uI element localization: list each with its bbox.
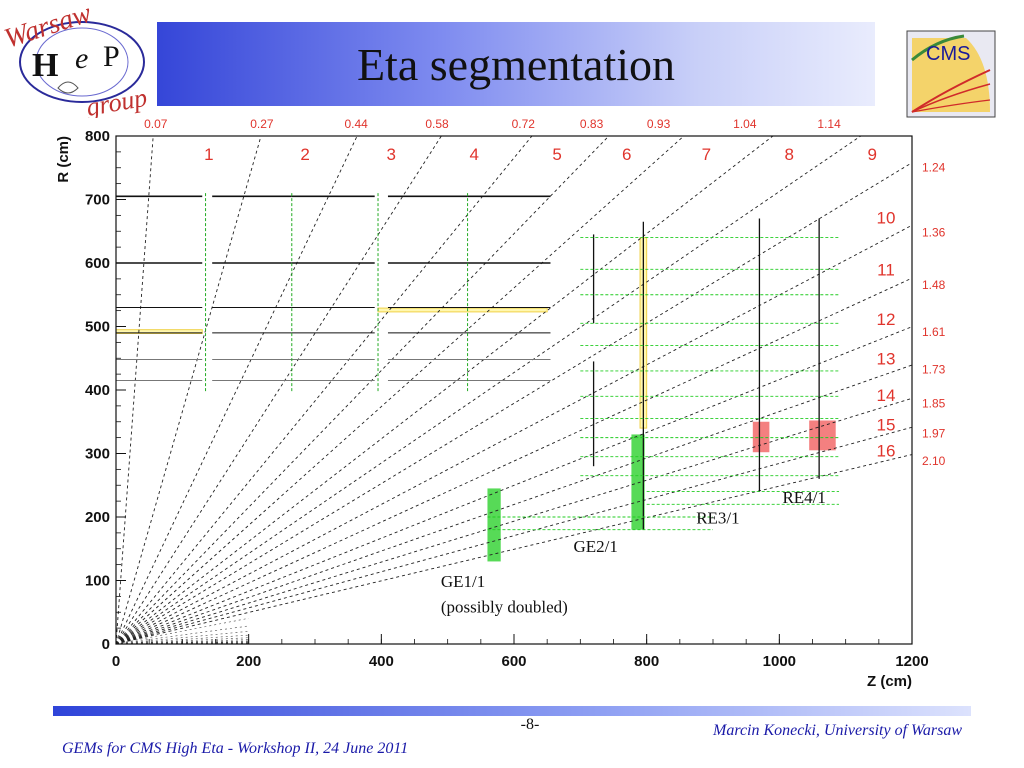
x-tick-label: 400 xyxy=(369,653,394,670)
ring-number-side: 15 xyxy=(877,415,896,434)
y-tick-label: 400 xyxy=(85,382,110,399)
annotation-label: (possibly doubled) xyxy=(441,597,568,616)
side-eta-label: 1.97 xyxy=(922,427,946,441)
eta-line xyxy=(115,135,154,645)
top-eta-label: 0.07 xyxy=(144,117,168,131)
top-eta-label: 0.44 xyxy=(344,117,368,131)
annotation-label: RE4/1 xyxy=(782,488,825,507)
logo-letter-h: H xyxy=(32,47,58,84)
title-bar xyxy=(157,22,875,106)
ring-number-side: 11 xyxy=(877,260,895,279)
highlight-box-re3-1 xyxy=(752,421,770,453)
top-eta-label: 0.58 xyxy=(425,117,449,131)
eta-line xyxy=(115,135,262,645)
eta-line xyxy=(115,397,913,645)
ring-number-side: 16 xyxy=(877,441,896,460)
side-eta-label: 1.24 xyxy=(922,160,946,174)
annotation-label: GE2/1 xyxy=(574,537,618,556)
eta-line xyxy=(115,135,862,645)
y-tick-label: 100 xyxy=(85,573,110,590)
annotation-label: GE1/1 xyxy=(441,572,485,591)
ring-number: 4 xyxy=(469,145,478,164)
page-number: -8- xyxy=(520,716,540,733)
top-eta-label: 0.27 xyxy=(250,117,274,131)
text-layer: 0 200 400 600 800 1000 1200 0 100 200 300 400 500 600… xyxy=(55,117,946,690)
frame-layer xyxy=(115,135,913,645)
x-tick-label: 1000 xyxy=(763,653,796,670)
side-eta-label: 2.10 xyxy=(922,454,946,468)
footer-event: GEMs for CMS High Eta - Workshop II, 24 … xyxy=(62,740,409,757)
ring-number: 2 xyxy=(300,145,309,164)
x-axis-label: Z (cm) xyxy=(867,673,912,690)
x-tick-label: 800 xyxy=(634,653,659,670)
y-tick-label: 600 xyxy=(85,255,110,272)
eta-line xyxy=(115,135,358,645)
top-eta-label: 0.93 xyxy=(647,117,671,131)
detector-layer xyxy=(116,193,840,531)
logo-letter-p: P xyxy=(103,40,120,73)
y-tick-label: 700 xyxy=(85,192,110,209)
top-eta-label: 1.14 xyxy=(817,117,841,131)
ring-number: 6 xyxy=(622,145,631,164)
y-tick-label: 0 xyxy=(102,636,110,653)
footer-line xyxy=(53,706,971,716)
ring-number-side: 12 xyxy=(877,310,896,329)
ring-number: 8 xyxy=(785,145,794,164)
ring-number: 7 xyxy=(702,145,711,164)
annotation-label: RE3/1 xyxy=(696,508,739,527)
y-tick-label: 200 xyxy=(85,509,110,526)
y-tick-label: 800 xyxy=(85,128,110,145)
top-eta-label: 0.72 xyxy=(512,117,536,131)
ring-number-side: 14 xyxy=(877,386,896,405)
x-tick-label: 0 xyxy=(112,653,120,670)
y-tick-label: 500 xyxy=(85,319,110,336)
footer-author: Marcin Konecki, University of Warsaw xyxy=(712,722,962,739)
logo-spiral-icon xyxy=(57,81,79,94)
eta-line-forward xyxy=(115,625,249,645)
ring-number: 1 xyxy=(204,145,213,164)
x-tick-label: 1200 xyxy=(895,653,928,670)
eta-line xyxy=(115,135,610,645)
ring-number-side: 10 xyxy=(877,208,896,227)
y-tick-label: 300 xyxy=(85,446,110,463)
ring-number: 3 xyxy=(387,145,396,164)
x-tick-label: 600 xyxy=(501,653,526,670)
side-eta-label: 1.73 xyxy=(922,362,946,376)
highlight-box-ge2-1 xyxy=(631,434,645,530)
eta-line xyxy=(115,326,913,645)
highlight-box-re4-1 xyxy=(809,420,836,451)
top-eta-label: 1.04 xyxy=(733,117,757,131)
eta-segmentation-diagram: 0 200 400 600 800 1000 1200 0 100 200 300 400 500 600… xyxy=(55,117,946,690)
yellow-highlight xyxy=(377,307,548,313)
plot-frame xyxy=(115,135,913,645)
highlight-box-ge1-1 xyxy=(487,488,501,562)
eta-line xyxy=(115,162,913,645)
x-tick-label: 200 xyxy=(236,653,261,670)
eta-line xyxy=(115,135,685,645)
eta-line xyxy=(115,277,913,645)
side-eta-label: 1.85 xyxy=(922,397,946,411)
y-axis-label: R (cm) xyxy=(55,136,72,183)
ring-number: 5 xyxy=(552,145,561,164)
side-eta-label: 1.36 xyxy=(922,225,946,239)
eta-line-forward xyxy=(115,631,249,645)
eta-line xyxy=(115,135,774,645)
cms-logo: CMS xyxy=(906,30,996,118)
eta-line xyxy=(115,364,913,645)
side-eta-label: 1.48 xyxy=(922,278,946,292)
side-eta-label: 1.61 xyxy=(922,325,946,339)
eta-line xyxy=(115,135,533,645)
eta-line xyxy=(115,135,442,645)
slide-title: Eta segmentation xyxy=(356,38,676,90)
eta-line xyxy=(115,224,913,645)
ring-number: 9 xyxy=(867,145,876,164)
hep-group-logo: Warsaw H e P group xyxy=(1,0,150,118)
top-eta-label: 0.83 xyxy=(580,117,604,131)
ring-number-side: 13 xyxy=(877,349,896,368)
eta-line xyxy=(115,454,913,645)
cms-logo-text: CMS xyxy=(926,43,970,65)
eta-lines-layer xyxy=(115,135,913,645)
logo-letter-e: e xyxy=(75,42,88,75)
